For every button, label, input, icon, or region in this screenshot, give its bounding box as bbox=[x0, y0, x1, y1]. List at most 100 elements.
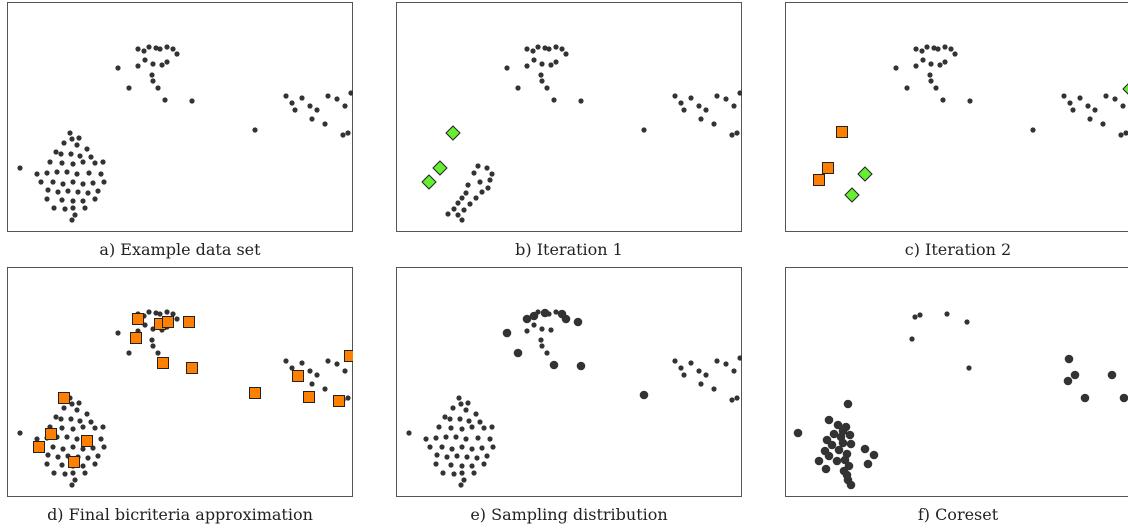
data-point bbox=[463, 190, 469, 196]
data-point bbox=[64, 434, 70, 440]
scatter-plot bbox=[785, 2, 1128, 232]
scatter-plot bbox=[7, 267, 353, 497]
weighted-data-point bbox=[1063, 376, 1073, 386]
data-point bbox=[101, 444, 107, 450]
data-point bbox=[484, 165, 490, 171]
data-point bbox=[672, 358, 678, 364]
data-point bbox=[345, 395, 351, 401]
data-point bbox=[469, 463, 475, 469]
data-point bbox=[711, 121, 717, 127]
data-point bbox=[292, 107, 298, 113]
data-point bbox=[76, 135, 82, 141]
data-point bbox=[944, 311, 950, 317]
center-square-marker bbox=[130, 332, 142, 344]
data-point bbox=[454, 453, 460, 459]
data-point bbox=[60, 181, 66, 187]
data-point bbox=[711, 386, 717, 392]
data-point bbox=[141, 48, 147, 54]
data-point bbox=[150, 78, 156, 84]
data-point bbox=[531, 322, 537, 328]
data-point bbox=[538, 337, 544, 343]
center-square-marker bbox=[186, 362, 198, 374]
data-point bbox=[467, 201, 473, 207]
data-point bbox=[473, 411, 479, 417]
data-point bbox=[164, 59, 170, 65]
data-point bbox=[698, 381, 704, 387]
data-point bbox=[427, 444, 433, 450]
data-point bbox=[309, 381, 315, 387]
center-diamond-marker bbox=[857, 166, 873, 182]
plot-frame bbox=[7, 2, 353, 232]
data-point bbox=[551, 97, 557, 103]
data-point bbox=[734, 395, 740, 401]
data-point bbox=[155, 350, 161, 356]
data-point bbox=[68, 416, 74, 422]
data-point bbox=[170, 46, 176, 52]
data-point bbox=[490, 444, 496, 450]
data-point bbox=[578, 98, 584, 104]
weighted-data-point bbox=[829, 429, 839, 439]
data-point bbox=[459, 195, 465, 201]
data-point bbox=[69, 136, 75, 142]
weighted-data-point bbox=[863, 459, 873, 469]
data-point bbox=[325, 358, 331, 364]
data-point bbox=[1067, 100, 1073, 106]
data-point bbox=[85, 455, 91, 461]
caption: a) Example data set bbox=[99, 240, 261, 259]
data-point bbox=[688, 360, 694, 366]
data-point bbox=[283, 358, 289, 364]
data-point bbox=[450, 405, 456, 411]
caption: b) Iteration 1 bbox=[515, 240, 623, 259]
data-point bbox=[933, 85, 939, 91]
data-point bbox=[59, 462, 65, 468]
data-point bbox=[70, 179, 76, 185]
data-point bbox=[924, 44, 930, 50]
data-point bbox=[466, 418, 472, 424]
data-point bbox=[70, 205, 76, 211]
data-point bbox=[92, 461, 98, 467]
data-point bbox=[455, 212, 461, 218]
caption: e) Sampling distribution bbox=[470, 505, 668, 524]
data-point bbox=[479, 189, 485, 195]
weighted-data-point bbox=[869, 450, 879, 460]
data-point bbox=[1103, 93, 1109, 99]
data-point bbox=[67, 130, 73, 136]
weighted-data-point bbox=[844, 461, 854, 471]
data-point bbox=[80, 159, 86, 165]
center-diamond-marker bbox=[844, 187, 860, 203]
data-point bbox=[155, 85, 161, 91]
data-point bbox=[919, 48, 925, 54]
data-point bbox=[439, 444, 445, 450]
data-point bbox=[703, 107, 709, 113]
data-point bbox=[146, 44, 152, 50]
data-point bbox=[322, 386, 328, 392]
data-point bbox=[1077, 95, 1083, 101]
data-point bbox=[731, 368, 737, 374]
data-point bbox=[465, 182, 471, 188]
data-point bbox=[88, 154, 94, 160]
data-point bbox=[937, 62, 943, 68]
data-point bbox=[559, 46, 565, 52]
data-point bbox=[453, 434, 459, 440]
data-point bbox=[55, 454, 61, 460]
data-point bbox=[967, 98, 973, 104]
data-point bbox=[485, 185, 491, 191]
data-point bbox=[157, 46, 163, 52]
data-point bbox=[423, 436, 429, 442]
data-point bbox=[964, 319, 970, 325]
center-square-marker bbox=[132, 313, 144, 325]
data-point bbox=[917, 312, 923, 318]
center-diamond-marker bbox=[1122, 83, 1128, 95]
data-point bbox=[484, 453, 490, 459]
data-point bbox=[80, 463, 86, 469]
weighted-data-point bbox=[1064, 354, 1074, 364]
data-point bbox=[461, 207, 467, 213]
data-point bbox=[50, 444, 56, 450]
data-point bbox=[54, 169, 60, 175]
center-square-marker bbox=[292, 370, 304, 382]
weighted-data-point bbox=[838, 438, 848, 448]
data-point bbox=[487, 177, 493, 183]
center-square-marker bbox=[45, 428, 57, 440]
data-point bbox=[920, 57, 926, 63]
weighted-data-point bbox=[860, 444, 870, 454]
